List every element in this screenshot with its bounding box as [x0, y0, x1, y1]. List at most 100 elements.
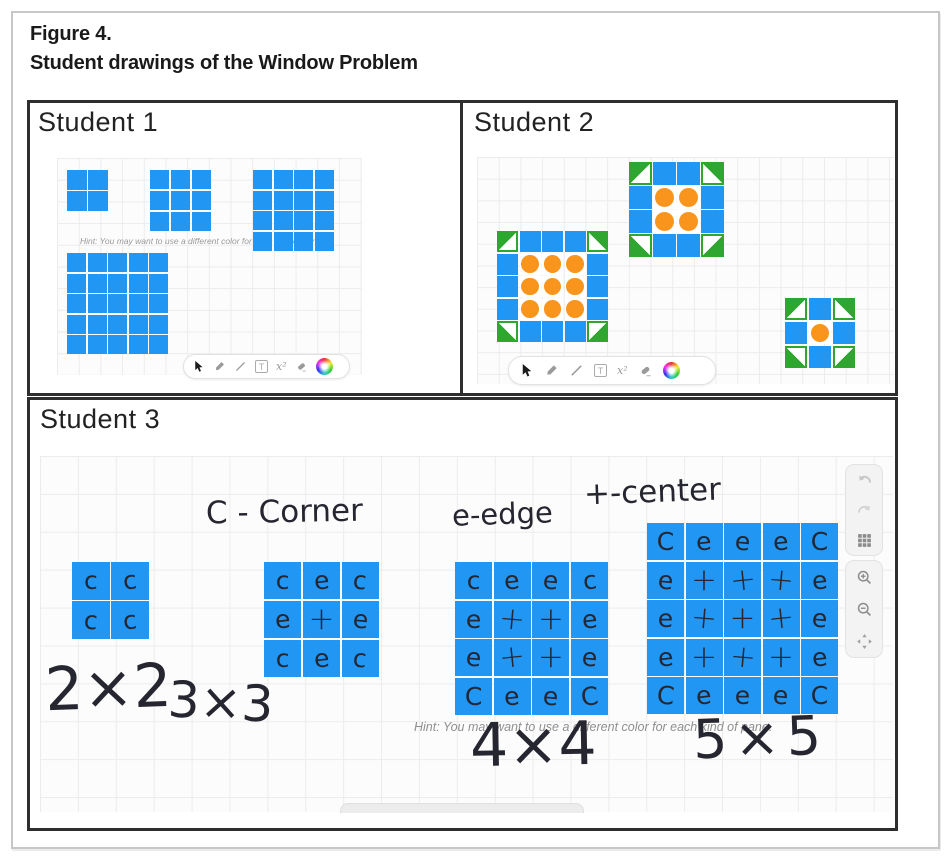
student2-window-5x5 — [497, 231, 608, 342]
student1-window-3x3 — [150, 170, 211, 231]
corner-pane-triangle — [787, 347, 806, 366]
pane-cell: + — [724, 637, 761, 676]
corner-pane-triangle — [589, 323, 606, 340]
select-arrow-icon[interactable] — [519, 363, 534, 378]
text-tool-icon[interactable]: T — [255, 360, 268, 373]
color-wheel-icon[interactable] — [662, 362, 680, 379]
undo-icon[interactable] — [849, 466, 879, 494]
drawing-toolbar: T x² — [508, 356, 716, 385]
move-icon[interactable] — [849, 627, 879, 655]
grid-icon[interactable] — [849, 526, 879, 554]
pane-cell — [87, 253, 107, 272]
figure-label: Figure 4. — [30, 23, 112, 45]
pane-cell: c — [570, 562, 608, 600]
student3-title: Student 3 — [40, 404, 161, 434]
pane-letter: c — [352, 643, 369, 674]
pane-cell — [677, 234, 700, 257]
pane-cell — [67, 335, 86, 354]
pane-cell — [564, 298, 586, 320]
pane-cell — [564, 276, 586, 297]
pane-cell — [67, 314, 86, 334]
pen-icon[interactable] — [213, 360, 226, 373]
line-icon[interactable] — [569, 363, 584, 378]
pane-cell — [108, 294, 127, 313]
pane-cell — [587, 298, 608, 320]
pane-cell — [629, 186, 652, 209]
pane-cell — [87, 335, 107, 354]
center-pane-circle — [521, 277, 539, 296]
pane-letter: e — [810, 564, 829, 596]
exponent-tool-icon[interactable]: x² — [617, 364, 628, 377]
pane-cell: e — [685, 677, 723, 714]
line-icon[interactable] — [234, 360, 247, 373]
pane-cell: C — [647, 677, 684, 714]
pane-letter: c — [581, 565, 598, 596]
pane-cell: c — [111, 601, 149, 639]
pane-cell: e — [762, 523, 800, 560]
pane-letter: e — [503, 681, 522, 712]
pane-cell — [497, 298, 518, 320]
pane-letter: c — [121, 604, 139, 636]
eraser-icon[interactable] — [295, 360, 308, 373]
pen-icon[interactable] — [544, 363, 559, 378]
pane-cell: + — [685, 638, 723, 676]
pane-cell — [497, 321, 518, 342]
pane-cell — [519, 276, 541, 297]
pane-letter: e — [733, 526, 752, 557]
pane-letter: + — [766, 598, 796, 638]
pane-cell — [542, 276, 563, 297]
center-pane-circle — [810, 323, 830, 343]
legend-edge: e-edge — [451, 495, 554, 533]
pane-cell: + — [685, 561, 723, 599]
pane-cell — [87, 273, 107, 293]
pane-cell — [149, 273, 168, 293]
pane-cell: e — [302, 562, 341, 600]
student1-window-2x2 — [67, 170, 108, 211]
pane-cell — [587, 276, 608, 297]
pane-cell — [314, 211, 334, 231]
redo-icon[interactable] — [849, 496, 879, 524]
figure-caption: Figure 4. Student drawings of the Window… — [30, 20, 418, 78]
pane-letter: e — [656, 564, 675, 596]
student2-panel — [460, 100, 898, 396]
pane-letter: C — [810, 527, 829, 556]
pane-letter: e — [464, 642, 483, 673]
center-pane-circle — [521, 255, 539, 273]
zoom-in-icon[interactable] — [849, 563, 879, 591]
pane-cell — [128, 335, 148, 354]
pane-cell — [542, 321, 563, 342]
pane-cell — [294, 231, 314, 251]
pane-cell — [191, 190, 211, 211]
corner-pane-triangle — [834, 347, 853, 366]
pane-cell — [150, 170, 170, 190]
pane-cell — [108, 335, 127, 354]
center-pane-circle — [679, 187, 699, 207]
pane-cell — [629, 210, 652, 233]
pane-cell: c — [72, 562, 110, 600]
label-3x3: 3×3 — [166, 670, 275, 734]
pane-cell — [519, 298, 541, 320]
pane-letter: + — [497, 638, 527, 677]
corner-pane-triangle — [787, 300, 806, 319]
pane-letter: C — [810, 681, 829, 710]
pane-cell — [701, 234, 724, 257]
text-tool-icon[interactable]: T — [594, 364, 607, 377]
pane-cell — [273, 170, 293, 190]
pane-cell: c — [341, 639, 379, 677]
pane-letter: e — [810, 641, 829, 673]
zoom-out-icon[interactable] — [849, 595, 879, 623]
corner-pane-triangle — [499, 323, 516, 340]
exponent-tool-icon[interactable]: x² — [276, 360, 287, 373]
eraser-icon[interactable] — [638, 363, 653, 378]
pane-cell: e — [724, 523, 761, 560]
pane-cell: + — [493, 600, 531, 638]
pane-cell: e — [570, 639, 608, 677]
pane-cell: e — [801, 561, 838, 599]
student2-window-3x3 — [785, 298, 855, 368]
select-arrow-icon[interactable] — [192, 360, 205, 373]
drawing-toolbar: T x² — [183, 354, 350, 379]
pane-letter: + — [728, 637, 758, 676]
pane-letter: e — [312, 643, 331, 674]
color-wheel-icon[interactable] — [315, 358, 333, 375]
center-pane-circle — [543, 277, 562, 296]
